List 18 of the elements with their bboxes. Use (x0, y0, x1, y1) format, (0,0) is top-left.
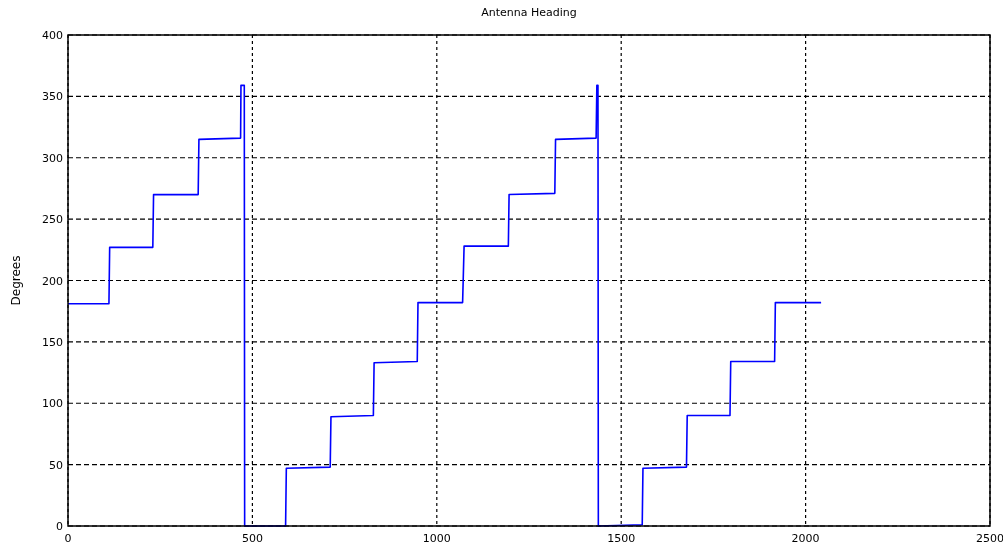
x-tick-label: 500 (241, 532, 263, 545)
x-tick-label: 1500 (607, 532, 636, 545)
y-tick-label: 350 (42, 90, 63, 104)
x-tick-label: 2000 (791, 532, 820, 545)
x-tick-label: 0 (64, 532, 72, 545)
x-tick-label: 2500 (976, 532, 1003, 545)
chart-title: Antenna Heading (481, 6, 577, 19)
y-tick-label: 200 (42, 274, 63, 288)
y-tick-label: 0 (56, 520, 63, 533)
line-series (67, 84, 822, 527)
y-tick-label: 400 (42, 29, 63, 42)
y-tick-label: 50 (49, 458, 63, 472)
y-tick-label: 300 (42, 151, 63, 165)
y-tick-label: 250 (42, 213, 63, 227)
x-tick-label: 1000 (422, 532, 451, 545)
y-tick-label: 100 (42, 397, 63, 411)
y-axis-title: Degrees (9, 255, 23, 306)
y-tick-label: 150 (42, 335, 63, 349)
